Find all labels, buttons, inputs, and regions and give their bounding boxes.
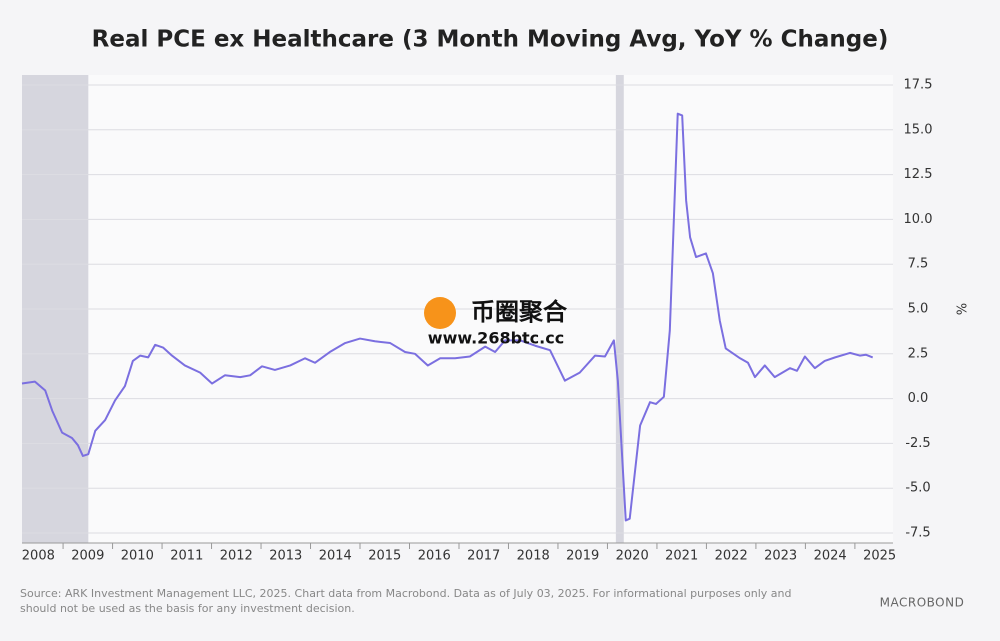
y-tick-label: 10.0: [904, 212, 933, 227]
y-tick-label: 7.5: [908, 257, 929, 272]
x-tick-label: 2018: [517, 549, 550, 564]
data-line: [21, 112, 874, 522]
x-tick-label: 2016: [418, 549, 451, 564]
y-tick-label: 15.0: [904, 122, 933, 137]
x-tick-label: 2017: [467, 549, 500, 564]
y-axis-label: %: [953, 303, 968, 315]
source-line: Source: ARK Investment Management LLC, 2…: [20, 587, 792, 600]
y-tick-label: 17.5: [904, 78, 933, 93]
x-tick-label: 2009: [71, 549, 104, 564]
x-tick-label: 2013: [269, 549, 302, 564]
y-tick-label: 2.5: [908, 346, 929, 361]
chart-title: Real PCE ex Healthcare (3 Month Moving A…: [92, 27, 889, 53]
logo: MACROBOND: [880, 596, 965, 610]
watermark: www.268btc.cc: [428, 329, 564, 348]
x-tick-label: 2021: [665, 549, 698, 564]
y-tick-label: 5.0: [908, 302, 929, 317]
x-tick-label: 2024: [814, 549, 847, 564]
x-tick-label: 2019: [566, 549, 599, 564]
x-tick-label: 2012: [220, 549, 253, 564]
x-tick-label: 2010: [121, 549, 154, 564]
x-tick-label: 2011: [170, 549, 203, 564]
x-tick-label: 2022: [715, 549, 748, 564]
x-tick-label: 2023: [764, 549, 797, 564]
x-tick-label: 2025: [863, 549, 896, 564]
watermark-icon: [424, 297, 456, 329]
watermark: 币圈聚合: [471, 298, 568, 326]
y-tick-label: 0.0: [908, 391, 929, 406]
x-tick-label: 2014: [319, 549, 352, 564]
y-tick-label: 12.5: [904, 167, 933, 182]
x-tick-label: 2008: [22, 549, 55, 564]
x-tick-label: 2015: [368, 549, 401, 564]
y-tick-label: -7.5: [905, 526, 930, 541]
y-tick-label: -5.0: [905, 481, 930, 496]
x-tick-label: 2020: [616, 549, 649, 564]
y-tick-label: -2.5: [905, 436, 930, 451]
source-line: should not be used as the basis for any …: [20, 602, 355, 615]
